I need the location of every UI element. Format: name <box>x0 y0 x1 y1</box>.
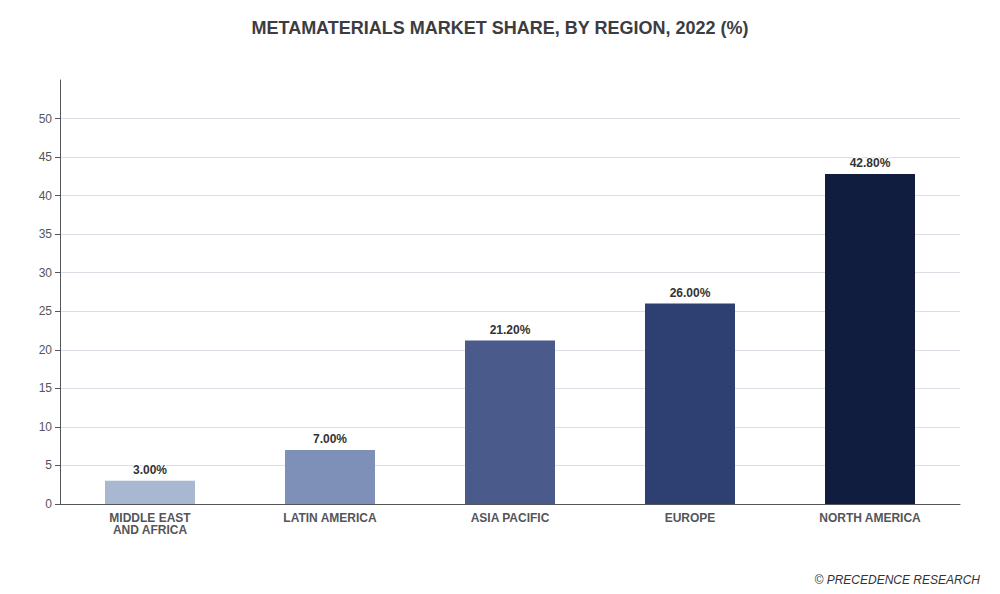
svg-text:50: 50 <box>39 112 53 126</box>
svg-text:20: 20 <box>39 343 53 357</box>
svg-text:0: 0 <box>45 497 52 511</box>
svg-text:5: 5 <box>45 458 52 472</box>
svg-text:MIDDLE EAST: MIDDLE EAST <box>109 511 191 525</box>
svg-text:26.00%: 26.00% <box>670 286 711 300</box>
svg-text:ASIA PACIFIC: ASIA PACIFIC <box>471 511 550 525</box>
svg-text:15: 15 <box>39 381 53 395</box>
svg-text:42.80%: 42.80% <box>850 156 891 170</box>
svg-text:25: 25 <box>39 304 53 318</box>
svg-text:METAMATERIALS MARKET SHARE, BY: METAMATERIALS MARKET SHARE, BY REGION, 2… <box>251 18 748 38</box>
svg-text:21.20%: 21.20% <box>490 323 531 337</box>
svg-text:10: 10 <box>39 420 53 434</box>
svg-text:LATIN AMERICA: LATIN AMERICA <box>283 511 377 525</box>
svg-text:NORTH AMERICA: NORTH AMERICA <box>819 511 921 525</box>
svg-text:AND AFRICA: AND AFRICA <box>113 523 188 537</box>
svg-text:45: 45 <box>39 150 53 164</box>
svg-text:EUROPE: EUROPE <box>665 511 716 525</box>
svg-text:30: 30 <box>39 266 53 280</box>
svg-text:40: 40 <box>39 189 53 203</box>
svg-text:7.00%: 7.00% <box>313 432 347 446</box>
svg-text:3.00%: 3.00% <box>133 463 167 477</box>
svg-text:35: 35 <box>39 227 53 241</box>
svg-text:© PRECEDENCE RESEARCH: © PRECEDENCE RESEARCH <box>814 573 980 587</box>
